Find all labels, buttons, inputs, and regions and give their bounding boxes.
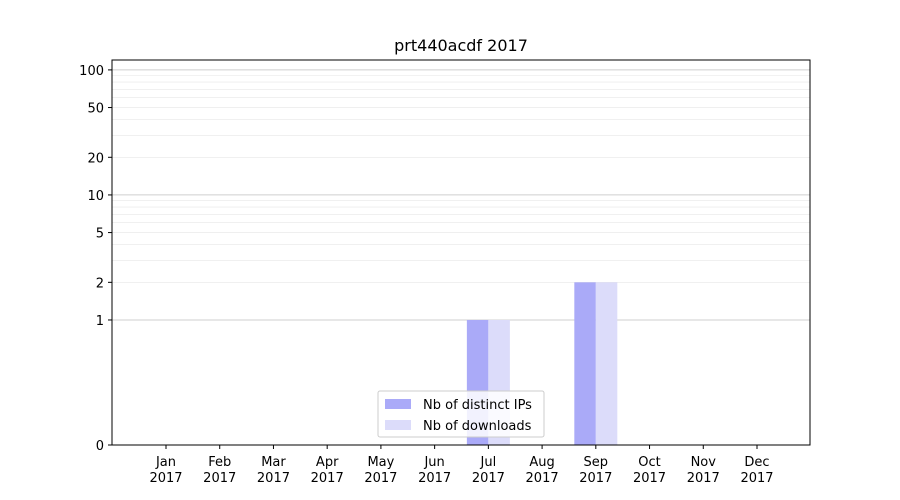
legend-label-downloads: Nb of downloads (423, 419, 532, 434)
legend-label-distinct-ips: Nb of distinct IPs (423, 398, 532, 413)
legend: Nb of distinct IPs Nb of downloads (377, 390, 545, 438)
legend-box (377, 390, 545, 438)
x-tick-label: Sep 2017 (579, 455, 612, 486)
legend-swatch-distinct-ips (385, 399, 411, 409)
y-tick-label: 100 (79, 64, 104, 79)
y-axis: 0 1 2 5 10 20 50 100 (79, 64, 112, 454)
chart-title: prt440acdf 2017 (394, 36, 528, 55)
legend-swatch-downloads (385, 420, 411, 430)
y-tick-label: 50 (87, 102, 104, 117)
x-tick-label: May 2017 (364, 455, 397, 486)
x-tick-label: Nov 2017 (687, 455, 720, 486)
y-tick-label: 20 (87, 151, 104, 166)
x-tick-label: Jan 2017 (149, 455, 182, 486)
bar-downloads (595, 282, 618, 445)
gridlines (112, 69, 810, 321)
y-tick-label: 5 (96, 227, 104, 242)
bar-distinct-ips (574, 282, 596, 445)
x-tick-label: Dec 2017 (740, 455, 773, 486)
y-tick-label: 2 (96, 276, 104, 291)
x-tick-label: Aug 2017 (526, 455, 559, 486)
x-axis: Jan 2017 Feb 2017 Mar 2017 Apr 2017 May 2017 Jun 20… (149, 445, 774, 486)
x-tick-label: Jun 2017 (418, 455, 451, 486)
y-tick-label: 1 (96, 314, 104, 329)
y-tick-label: 10 (87, 189, 104, 204)
x-tick-label: Oct 2017 (633, 455, 666, 486)
x-tick-label: Mar 2017 (257, 455, 290, 486)
plot-frame (111, 59, 811, 446)
y-tick-label: 0 (96, 439, 104, 454)
x-tick-label: Feb 2017 (203, 455, 236, 486)
x-tick-label: Apr 2017 (311, 455, 344, 486)
x-tick-label: Jul 2017 (472, 455, 505, 486)
